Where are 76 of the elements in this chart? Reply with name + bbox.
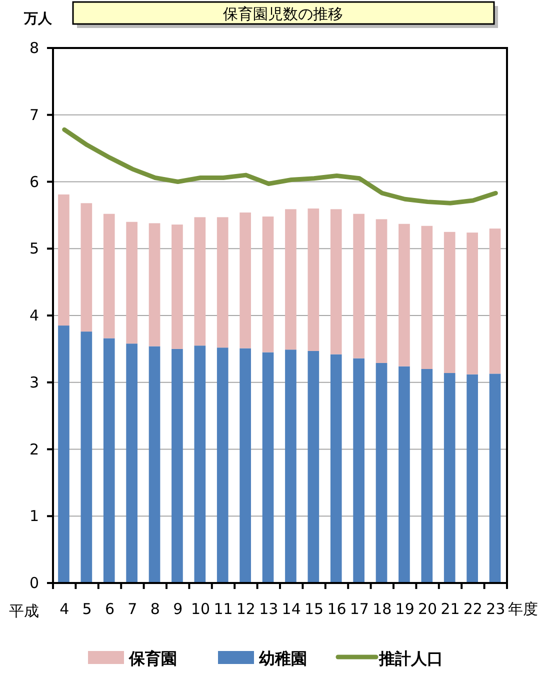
x-tick-label: 21 [440, 600, 460, 618]
bar [216, 217, 228, 348]
bar [80, 332, 92, 583]
x-tick-label: 22 [463, 600, 482, 618]
x-tick-label: 8 [150, 600, 160, 618]
bar [353, 358, 364, 583]
x-tick-label: 12 [236, 600, 256, 618]
bar [421, 369, 433, 583]
y-tick-label: 0 [29, 574, 39, 592]
y-axis-title: 万人 [23, 11, 53, 27]
bar [172, 348, 183, 583]
y-tick-label: 3 [29, 373, 39, 392]
bar [330, 209, 342, 354]
text: 平成 [9, 602, 39, 620]
bar [444, 373, 456, 583]
x-tick-label: 16 [327, 600, 346, 618]
x-tick-label: 23 [486, 600, 506, 618]
y-tick-label: 2 [29, 440, 39, 458]
x-tick-label: 6 [104, 600, 115, 618]
bar [262, 216, 274, 352]
bar [285, 209, 296, 350]
bar [148, 223, 160, 346]
bar [466, 232, 478, 374]
y-tick-label: 5 [29, 240, 39, 258]
x-tick-label: 10 [191, 600, 210, 618]
bar [240, 212, 251, 348]
legend-label: 推計人口 [378, 649, 443, 668]
bar [58, 326, 70, 583]
bar [58, 194, 70, 326]
chart-title: 保育園児数の推移 [223, 5, 343, 23]
x-tick-label: 5 [82, 600, 92, 618]
x-tick-label: 15 [304, 600, 324, 618]
bar [80, 203, 92, 332]
x-tick-label: 13 [259, 600, 278, 618]
legend-label: 保育園 [128, 649, 177, 668]
bar [376, 362, 388, 583]
x-tick-label: 17 [350, 600, 369, 618]
bar [353, 214, 364, 358]
x-tick-label: 18 [372, 600, 392, 618]
bar [103, 214, 115, 338]
bar [126, 344, 138, 583]
y-tick-label: 4 [29, 306, 39, 324]
y-tick-label: 8 [29, 39, 39, 57]
x-tick-label: 11 [214, 600, 233, 618]
x-tick-label: 4 [60, 600, 70, 618]
x-tick-label: 9 [173, 600, 183, 618]
x-axis-title: 年度 [508, 600, 538, 618]
bar [194, 346, 206, 583]
legend-label: 幼稚園 [259, 649, 307, 668]
bar [489, 374, 501, 583]
bar [308, 350, 320, 583]
bar [330, 354, 342, 583]
bar [489, 228, 501, 374]
bar [148, 346, 160, 583]
x-tick-label: 14 [282, 600, 301, 618]
bar [398, 366, 410, 583]
bar [126, 222, 138, 344]
x-tick-label: 19 [395, 600, 414, 618]
bar [194, 217, 206, 346]
y-tick-label: 1 [29, 507, 39, 526]
bar [376, 219, 388, 363]
bar [466, 374, 478, 583]
bar [398, 224, 410, 366]
bar [216, 348, 228, 583]
x-tick-label: 7 [128, 600, 138, 618]
y-tick-label: 6 [29, 172, 39, 191]
bar [172, 224, 183, 349]
bar [240, 348, 251, 583]
bar [103, 338, 115, 583]
bar [285, 350, 296, 583]
bar [308, 208, 320, 351]
bar [421, 226, 433, 369]
y-tick-label: 7 [29, 106, 39, 124]
bar [262, 352, 274, 583]
x-tick-label: 20 [418, 600, 438, 618]
bar [444, 232, 456, 374]
